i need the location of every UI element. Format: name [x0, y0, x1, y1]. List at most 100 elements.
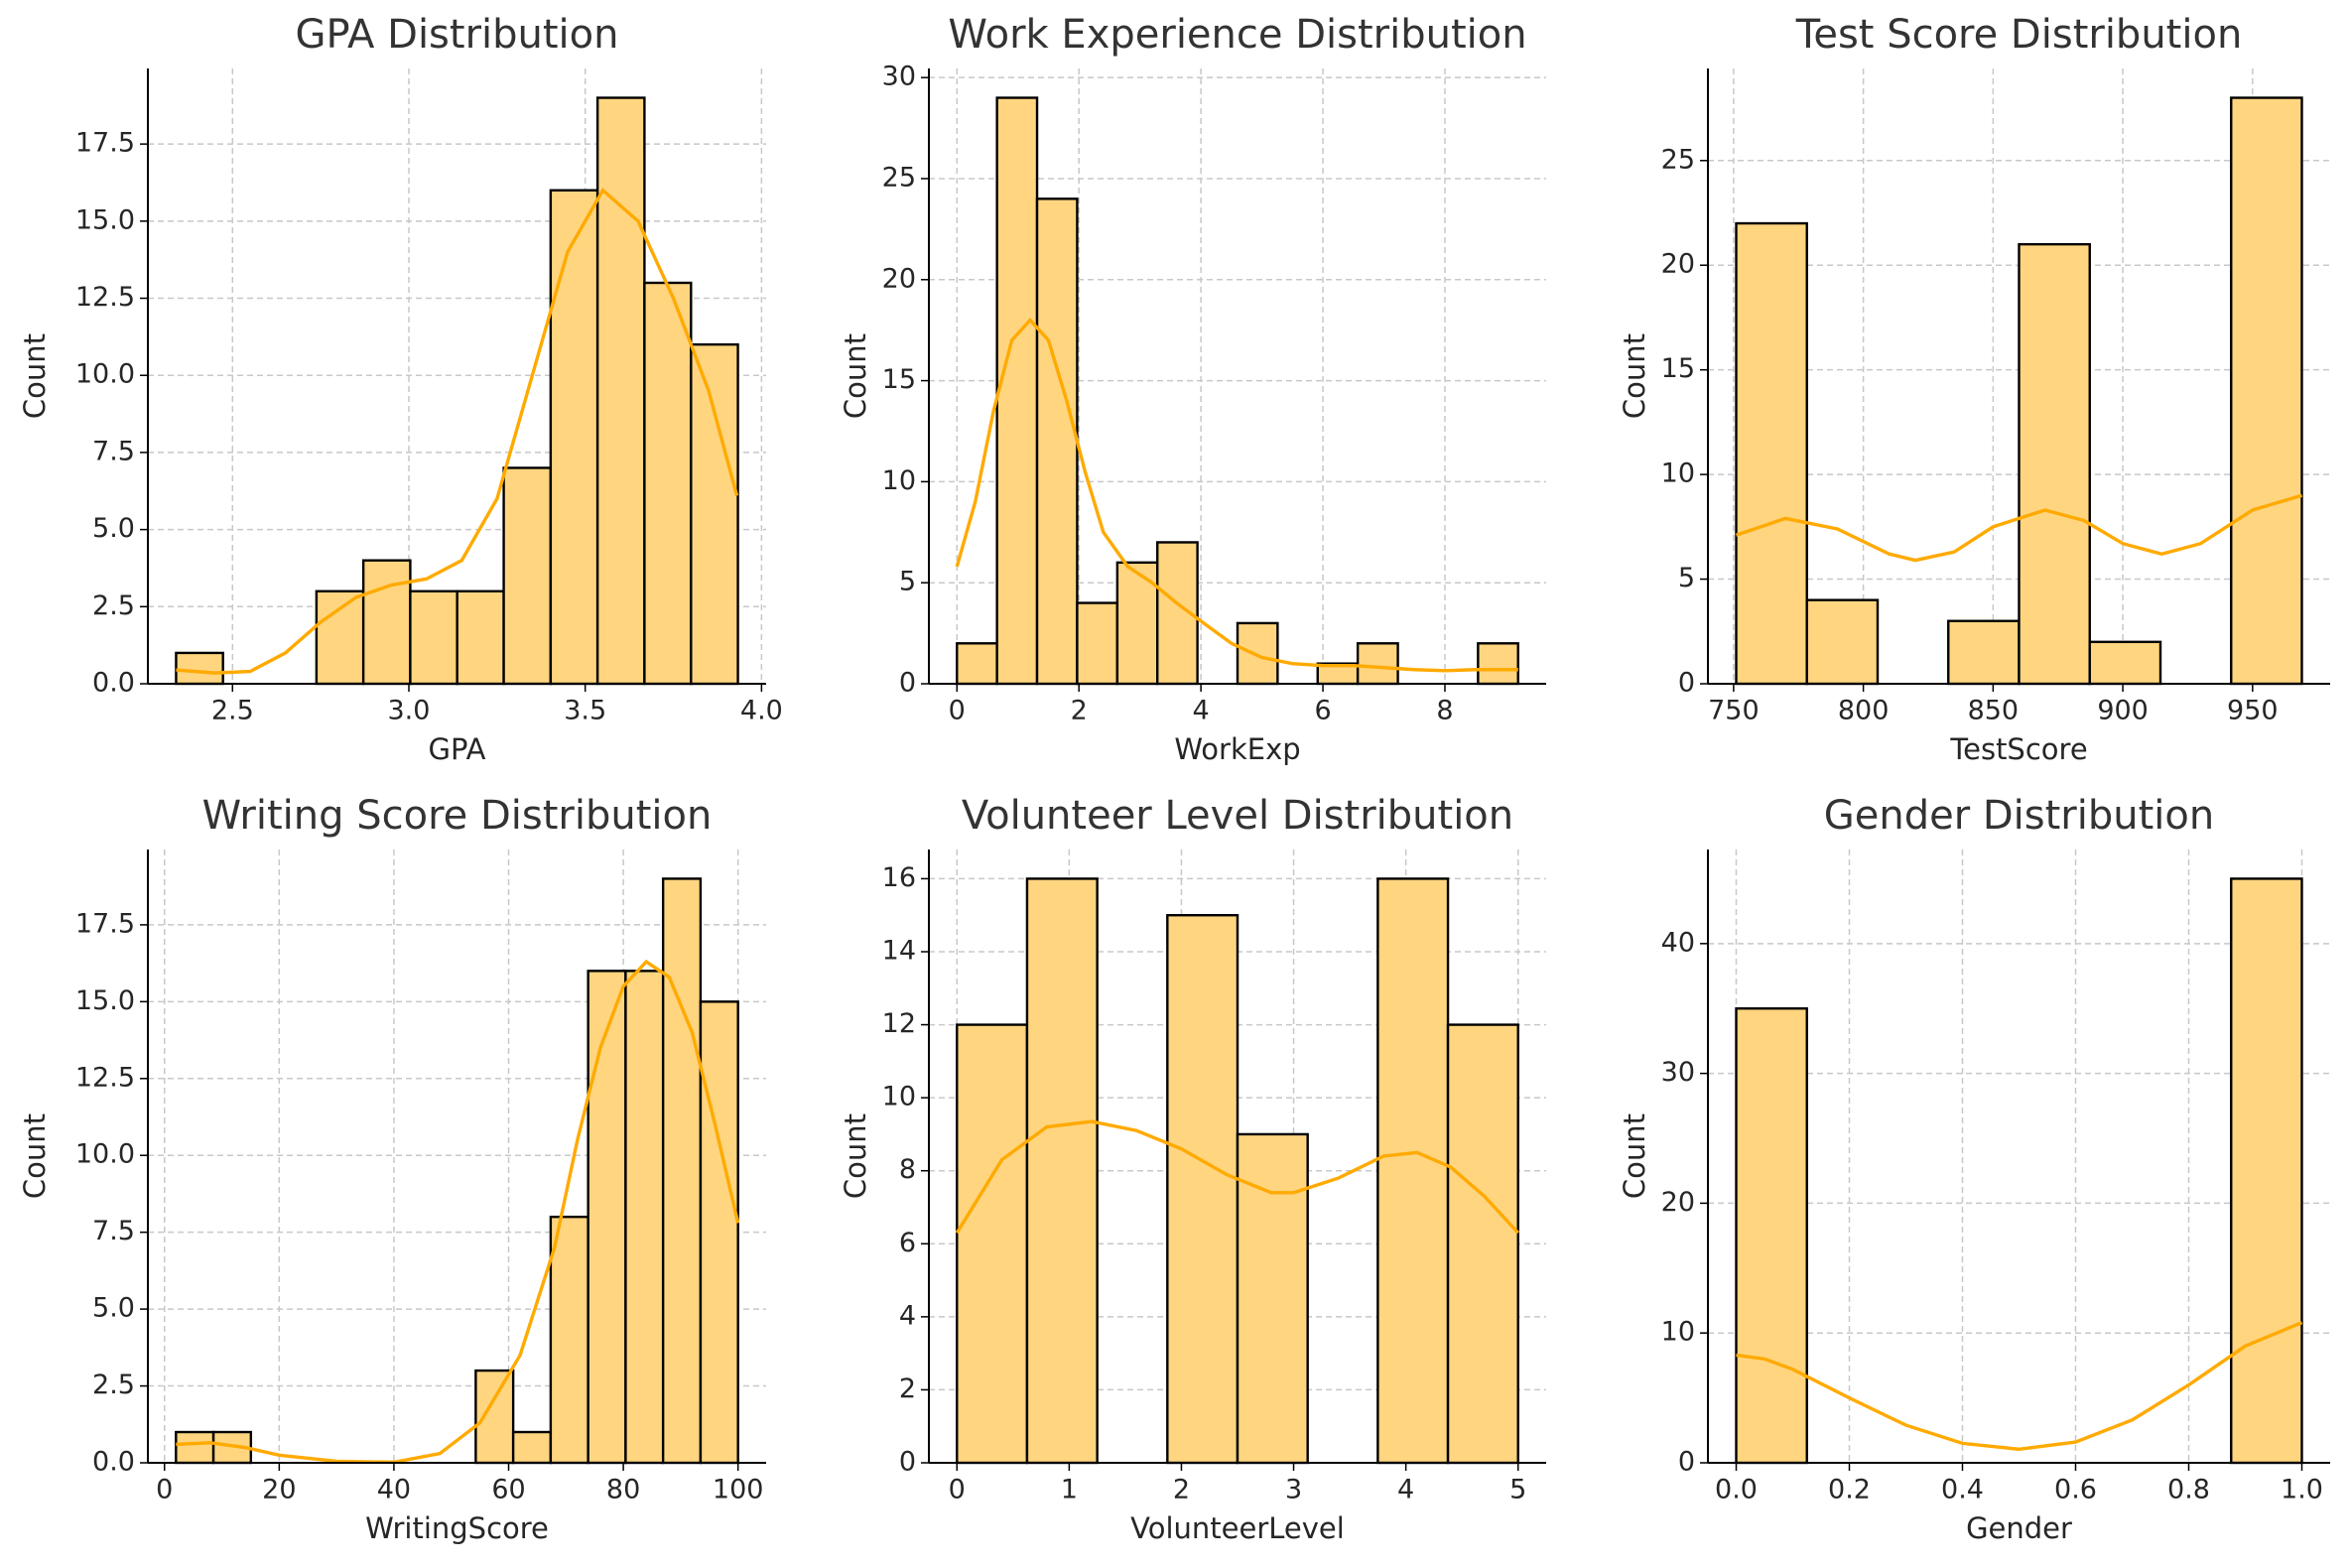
kde-line [176, 188, 739, 675]
y-tick-label: 5 [1678, 563, 1695, 593]
x-tick-label: 850 [1968, 696, 2020, 726]
subplot-title: Test Score Distribution [1795, 12, 2243, 58]
y-tick-label: 5 [899, 567, 916, 597]
y-tick-label: 16 [882, 862, 916, 893]
x-tick-label: 40 [377, 1475, 411, 1505]
x-tick-label: 0.0 [1715, 1475, 1758, 1505]
subplot: 2.5 3.0 3.5 4.0 0.0 2.5 5.0 7.5 10.0 12.5 15.0 17.5… [18, 12, 783, 766]
x-tick-label: 0 [156, 1475, 173, 1505]
y-axis-label: Count [1618, 333, 1651, 419]
y-tick-label: 0 [1678, 668, 1695, 699]
subplot-title: Work Experience Distribution [948, 12, 1526, 58]
bar [956, 642, 998, 686]
bar [699, 1000, 739, 1465]
subplot-title: Writing Score Distribution [202, 793, 713, 839]
x-tick-label: 20 [262, 1475, 296, 1505]
subplot-title: Gender Distribution [1824, 793, 2214, 839]
x-tick-label: 3.5 [564, 696, 606, 726]
bar [995, 96, 1039, 686]
y-tick-label: 10.0 [75, 1139, 135, 1170]
bar [661, 877, 703, 1465]
y-tick-label: 2.5 [92, 590, 135, 621]
bar [456, 589, 505, 686]
bar [474, 1369, 515, 1465]
y-axis-label: Count [18, 1113, 52, 1199]
bar [2088, 640, 2162, 686]
y-tick-label: 0.0 [92, 1447, 135, 1478]
y-tick-label: 10 [882, 465, 916, 496]
y-tick-label: 10 [1661, 458, 1695, 489]
x-tick-label: 4 [1193, 696, 1210, 726]
y-tick-label: 10 [1661, 1317, 1695, 1348]
y-tick-label: 14 [882, 936, 916, 967]
bar [587, 970, 627, 1465]
bar [549, 189, 599, 686]
x-tick-label: 3 [1285, 1475, 1302, 1505]
subplot-title: Volunteer Level Distribution [962, 793, 1513, 839]
x-tick-label: 80 [606, 1475, 640, 1505]
x-axis-label: TestScore [1949, 732, 2087, 766]
y-tick-label: 25 [882, 162, 916, 193]
y-tick-label: 7.5 [92, 436, 135, 466]
bar [1805, 598, 1880, 686]
bar [315, 589, 365, 686]
x-tick-label: 0.2 [1828, 1475, 1871, 1505]
bar [2230, 877, 2303, 1465]
y-tick-label: 15.0 [75, 204, 135, 235]
y-tick-label: 5.0 [92, 1293, 135, 1324]
x-tick-label: 0.4 [1941, 1475, 1984, 1505]
x-tick-label: 4.0 [740, 696, 783, 726]
kde-line [1735, 493, 2302, 563]
y-axis-label: Count [839, 1113, 872, 1199]
bar [1025, 877, 1099, 1465]
bar [1076, 601, 1119, 686]
bar [1236, 621, 1279, 686]
y-tick-label: 0 [899, 668, 916, 699]
subplot-title: GPA Distribution [296, 12, 619, 58]
x-tick-label: 1.0 [2281, 1475, 2323, 1505]
bar [595, 96, 646, 686]
kde-line [955, 1119, 1519, 1235]
x-tick-label: 2.5 [211, 696, 254, 726]
x-tick-label: 8 [1436, 696, 1453, 726]
bar [1035, 197, 1079, 686]
bar [2018, 242, 2091, 686]
y-tick-label: 15 [882, 364, 916, 395]
bar [361, 559, 412, 686]
y-tick-label: 12 [882, 1008, 916, 1039]
x-tick-label: 800 [1838, 696, 1890, 726]
x-tick-label: 4 [1397, 1475, 1414, 1505]
y-tick-label: 0 [899, 1447, 916, 1478]
bar [175, 1430, 215, 1465]
x-tick-label: 0.6 [2054, 1475, 2097, 1505]
y-tick-label: 30 [1661, 1057, 1695, 1088]
bar [502, 466, 553, 686]
y-tick-label: 20 [1661, 1187, 1695, 1218]
x-axis-label: Gender [1966, 1511, 2072, 1545]
bar [1735, 1007, 1808, 1465]
x-tick-label: 1 [1061, 1475, 1078, 1505]
y-axis-label: Count [18, 333, 52, 419]
subplot: 0 2 4 6 8 0 5 10 15 20 25 30 Work Experience Distrib… [839, 12, 1546, 766]
kde-line [955, 317, 1518, 673]
subplot: 0.0 0.2 0.4 0.6 0.8 1.0 0 10 20 30 40 Gender Distri… [1618, 793, 2330, 1545]
bar [1446, 1023, 1519, 1465]
bar [690, 342, 739, 686]
y-tick-label: 12.5 [75, 1062, 135, 1093]
bar [549, 1215, 589, 1465]
y-tick-label: 0 [1678, 1447, 1695, 1478]
x-tick-label: 0 [949, 1475, 966, 1505]
y-tick-label: 20 [882, 263, 916, 294]
x-axis-label: VolunteerLevel [1130, 1511, 1345, 1545]
bar [1356, 642, 1399, 686]
x-tick-label: 6 [1314, 696, 1331, 726]
x-tick-label: 750 [1708, 696, 1760, 726]
y-tick-label: 7.5 [92, 1216, 135, 1246]
x-tick-label: 3.0 [388, 696, 431, 726]
y-tick-label: 0.0 [92, 668, 135, 699]
x-tick-label: 5 [1509, 1475, 1526, 1505]
x-tick-label: 0.8 [2167, 1475, 2210, 1505]
x-tick-label: 950 [2227, 696, 2279, 726]
